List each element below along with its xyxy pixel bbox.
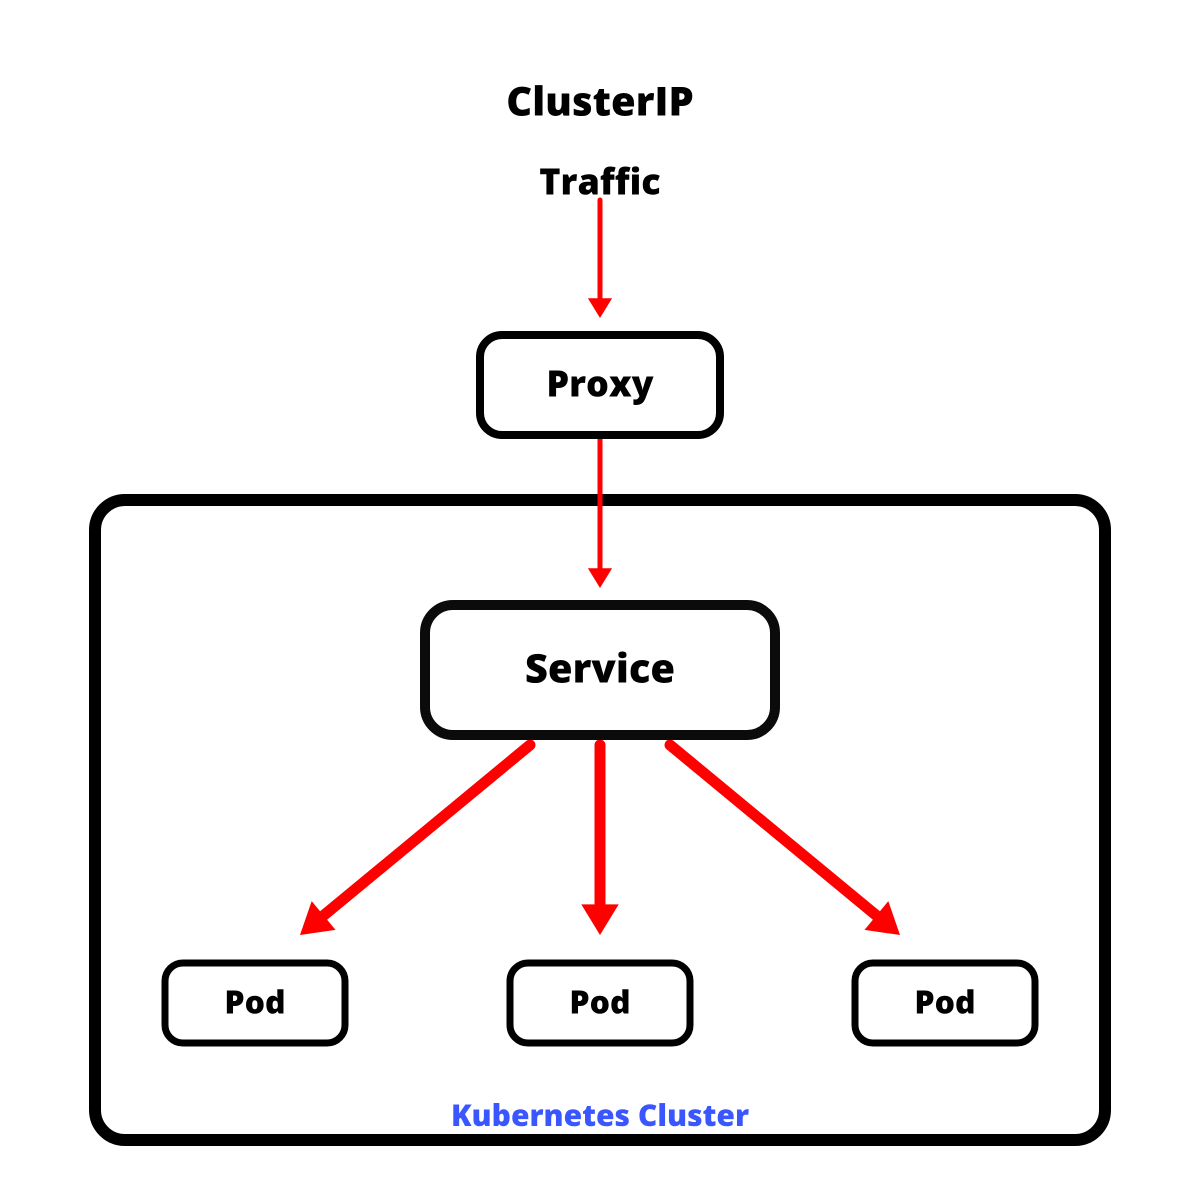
pod1-label: Pod <box>224 981 285 1024</box>
pod2-label: Pod <box>569 981 630 1024</box>
pod3-label: Pod <box>914 981 975 1024</box>
clusterip-diagram: ClusterIPTrafficProxyServicePodPodPodKub… <box>0 0 1200 1200</box>
cluster-caption: Kubernetes Cluster <box>451 1094 749 1135</box>
service-label: Service <box>525 640 675 695</box>
proxy-label: Proxy <box>546 359 653 408</box>
diagram-title: ClusterIP <box>506 73 693 128</box>
